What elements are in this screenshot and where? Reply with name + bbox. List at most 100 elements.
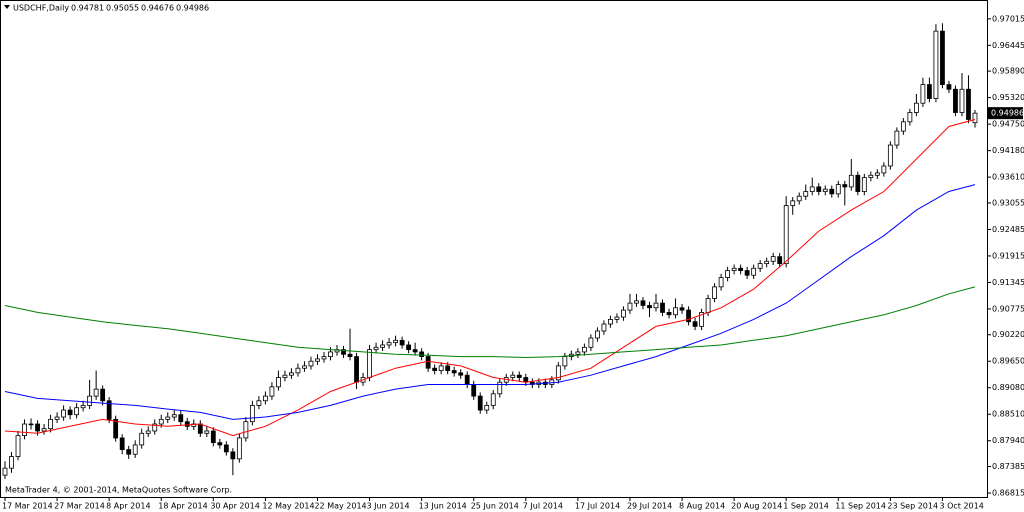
candle-body (106, 400, 112, 420)
candle-body (946, 84, 952, 90)
candle-body (835, 184, 841, 195)
current-price: 0.94986 (991, 109, 1024, 118)
candle-body (647, 305, 652, 309)
candle-body (230, 451, 236, 460)
candle-body (347, 353, 353, 357)
candle-body (666, 312, 672, 316)
x-tick-label: 22 May 2014 (314, 502, 366, 511)
candle-body (516, 374, 522, 378)
y-tick-label: 0.95890 (992, 67, 1024, 76)
candle-body (445, 365, 451, 371)
candle-body (393, 339, 399, 344)
candle-body (679, 307, 685, 311)
x-tick-label: 13 Jun 2014 (419, 502, 467, 511)
candle-body (100, 388, 106, 402)
candle-body (894, 130, 900, 146)
candle-body (614, 316, 620, 320)
candle-body (627, 302, 633, 311)
x-tick-label: 1 Sep 2014 (783, 502, 829, 511)
candle-body (139, 432, 145, 446)
y-tick-label: 0.93610 (992, 173, 1024, 182)
x-tick-label: 25 Jun 2014 (471, 502, 519, 511)
y-tick-label: 0.95320 (992, 93, 1024, 102)
candle-body (22, 423, 27, 437)
candle-body (295, 367, 301, 374)
candle-body (67, 409, 73, 416)
y-tick-label: 0.89650 (992, 357, 1024, 366)
candle-body (855, 174, 861, 192)
y-tick-label: 0.96445 (992, 41, 1024, 50)
candle-body (581, 346, 587, 353)
moving-average (4, 286, 976, 359)
candle-body (289, 372, 294, 376)
price-box (988, 107, 1023, 120)
candle-body (184, 421, 190, 427)
candle-body (204, 430, 210, 434)
x-tick-label: 23 Sep 2014 (887, 502, 938, 511)
candle-body (490, 393, 496, 406)
x-tick-label: 11 Sep 2014 (835, 502, 886, 511)
candle-body (634, 300, 639, 304)
candle-body (341, 349, 346, 355)
x-tick-label: 8 Aug 2014 (679, 502, 725, 511)
candle-body (256, 400, 262, 406)
candle-body (484, 405, 490, 411)
candle-body (757, 263, 763, 269)
candle-body (575, 351, 581, 355)
candle-body (80, 405, 86, 409)
y-tick-label: 0.88510 (992, 410, 1024, 419)
candle-body (972, 112, 978, 124)
candle-body (848, 174, 854, 188)
open-value: 0.94781 (71, 4, 104, 13)
candle-body (321, 356, 327, 360)
candle-body (764, 260, 770, 265)
candle-body (803, 191, 809, 197)
candle-body (510, 374, 516, 378)
candle-body (412, 349, 418, 353)
candle-body (829, 188, 835, 195)
candle-body (751, 267, 757, 276)
candle-body (93, 388, 99, 397)
x-tick-label: 12 May 2014 (262, 502, 314, 511)
candle-body (2, 467, 8, 476)
candle-body (308, 360, 314, 367)
candle-body (236, 437, 242, 460)
candle-body (686, 309, 691, 323)
candle-body (907, 112, 913, 123)
candle-body (15, 435, 21, 457)
candle-body (900, 121, 906, 132)
plot-frame (0, 0, 988, 498)
candle-body (705, 298, 711, 313)
candle-body (262, 395, 268, 402)
candle-body (601, 323, 607, 332)
candle-body (920, 84, 926, 104)
candle-body (276, 377, 281, 388)
candle-body (328, 351, 333, 357)
candle-body (269, 386, 275, 397)
x-tick-label: 17 Mar 2014 (2, 502, 53, 511)
candle-body (35, 423, 40, 432)
candle-body (197, 423, 203, 434)
candle-body (595, 330, 600, 339)
candle-body (451, 370, 457, 374)
symbol: USDCHF,Daily (13, 4, 69, 13)
x-tick-label: 30 Apr 2014 (210, 502, 259, 511)
candle-body (523, 377, 529, 383)
y-tick-label: 0.89080 (992, 383, 1024, 392)
candle-body (796, 195, 802, 202)
candle-body (178, 414, 184, 423)
low-value: 0.94676 (141, 4, 174, 13)
candle-body (744, 270, 750, 276)
candle-body (74, 407, 80, 416)
candle-body (425, 356, 431, 369)
y-tick-label: 0.86815 (992, 489, 1024, 498)
candle-body (464, 374, 470, 385)
candle-body (438, 365, 444, 371)
candle-body (731, 267, 737, 271)
candle-body (113, 418, 119, 439)
menu-arrow (4, 5, 10, 9)
candle-body (41, 428, 47, 432)
candle-body (406, 344, 412, 351)
y-tick-label: 0.91915 (992, 251, 1024, 260)
